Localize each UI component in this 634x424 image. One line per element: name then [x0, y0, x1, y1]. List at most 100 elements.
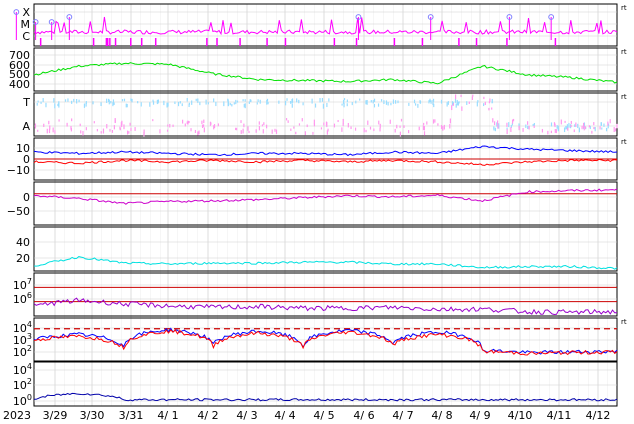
y-tick-label: 400	[9, 78, 30, 91]
sector-point	[157, 99, 159, 104]
sector-point	[100, 131, 102, 134]
sector-point	[209, 121, 212, 126]
sector-point	[554, 129, 556, 133]
sector-point	[43, 123, 45, 127]
sector-point	[350, 126, 352, 130]
sector-point	[54, 103, 56, 109]
sector-point	[387, 101, 389, 106]
sector-point	[199, 101, 201, 106]
sector-point	[266, 99, 268, 105]
sector-point	[266, 98, 269, 102]
y-tick-label: X	[22, 6, 30, 19]
sector-point	[497, 120, 499, 125]
sector-point	[578, 127, 581, 133]
sector-point	[468, 101, 470, 104]
sector-point	[525, 124, 527, 128]
sector-point	[510, 125, 512, 128]
sector-point	[563, 127, 566, 133]
sector-point	[286, 98, 288, 101]
sector-point	[169, 123, 171, 128]
sector-point	[186, 98, 188, 102]
sector-point	[298, 123, 301, 126]
panel-frame	[33, 226, 618, 272]
sector-point	[298, 99, 300, 104]
right-marker: rt	[621, 93, 627, 101]
series-line-0	[33, 145, 618, 157]
sector-point	[113, 102, 115, 105]
series-line-0	[33, 256, 618, 270]
y-tick-label: 40	[16, 236, 30, 249]
sector-point	[229, 102, 231, 106]
sector-point	[550, 130, 552, 134]
sector-point	[49, 125, 51, 130]
sector-point	[446, 102, 448, 107]
sector-point	[351, 102, 353, 106]
sector-point	[167, 124, 169, 127]
series-line-0	[33, 297, 618, 316]
sector-point	[379, 123, 381, 129]
sector-point	[166, 129, 169, 132]
sector-point	[379, 127, 381, 132]
sector-point	[108, 98, 110, 102]
sector-point	[45, 102, 47, 108]
sector-point	[565, 126, 567, 130]
sector-point	[461, 106, 463, 111]
sector-point	[605, 127, 608, 132]
sector-point	[301, 118, 303, 122]
sector-point	[54, 130, 56, 134]
sector-point	[259, 99, 261, 104]
sector-point	[152, 119, 154, 122]
sector-point	[518, 123, 520, 128]
sector-point	[201, 124, 204, 128]
sector-point	[583, 126, 585, 129]
y-tick-label: M	[21, 18, 31, 31]
sector-point	[275, 129, 278, 134]
sector-point	[593, 122, 595, 126]
sector-point	[574, 124, 576, 127]
event-marker	[66, 14, 73, 20]
y-tick-label: 0	[23, 191, 30, 204]
sector-point	[263, 122, 265, 126]
sector-point	[271, 129, 273, 134]
sector-point	[564, 120, 566, 123]
sector-point	[76, 99, 78, 104]
sector-point	[306, 124, 308, 128]
sector-point	[243, 123, 245, 128]
panel-field-components: 100−10 rt	[7, 137, 627, 181]
sector-point	[570, 124, 572, 128]
sector-point	[568, 122, 570, 128]
x-tick-label: 3/31	[119, 409, 144, 422]
sector-point	[493, 126, 495, 130]
sector-point	[262, 129, 264, 134]
x-tick-label: 4/ 8	[431, 409, 452, 422]
sector-point	[80, 130, 82, 134]
sector-point	[472, 94, 474, 97]
sector-point	[110, 101, 112, 104]
sector-point	[73, 98, 75, 102]
sector-point	[609, 119, 611, 124]
panel-frame	[33, 361, 618, 407]
sector-point	[205, 99, 207, 105]
sector-point	[392, 99, 395, 104]
sector-point	[66, 122, 68, 127]
sector-point	[166, 102, 168, 108]
sector-point	[235, 127, 237, 131]
sector-point	[58, 102, 60, 108]
sector-point	[389, 119, 391, 124]
sector-point	[418, 126, 420, 131]
sector-point	[58, 119, 60, 122]
sector-point	[213, 124, 216, 129]
sector-point	[399, 131, 401, 137]
sector-point	[373, 128, 375, 132]
year-label: 2023	[3, 409, 31, 422]
sector-point	[319, 98, 321, 103]
sector-point	[323, 122, 325, 126]
sector-point	[575, 122, 577, 127]
sector-point	[261, 124, 264, 127]
sector-point	[488, 107, 490, 111]
sector-point	[556, 125, 558, 129]
sector-point	[583, 122, 586, 127]
sector-point	[491, 98, 493, 104]
sector-point	[79, 123, 81, 127]
